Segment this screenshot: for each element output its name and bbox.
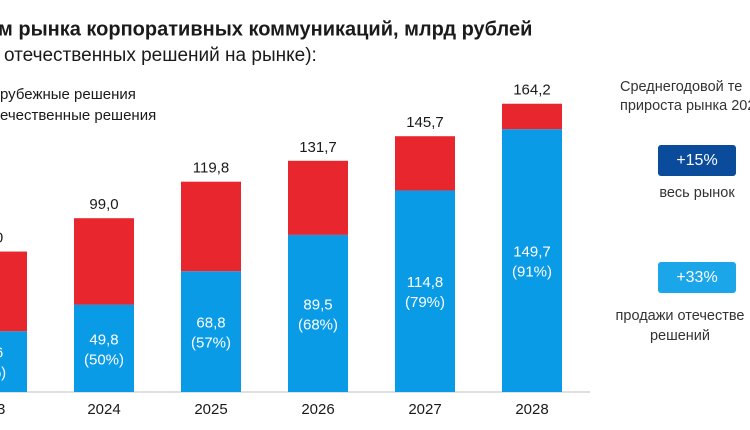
bar-value-label: 149,7 [513,244,551,261]
bar-segment [395,136,455,191]
legend-label: ечественные решения [0,107,156,124]
x-tick-label: 2026 [301,401,334,418]
x-tick-label: 2024 [87,401,120,418]
x-tick-label: 2025 [194,401,227,418]
total-label: 99,0 [89,196,118,213]
chart-title: м рынка корпоративных коммуникаций, млрд… [0,18,532,40]
bar-share-label: (68%) [298,316,338,333]
bar-segment [502,129,562,392]
bar-value-label: 89,5 [303,296,332,313]
bar-segment [181,181,241,272]
bar-segment [395,190,455,392]
badge-caption: решений [650,328,710,344]
x-tick-label: 2028 [515,401,548,418]
badge-caption: продажи отечестве [616,308,745,324]
bar-share-label: (91%) [512,264,552,281]
bar-segment [288,160,348,235]
bar-value-label: 114,8 [407,274,443,291]
x-tick-label: 23 [0,401,5,418]
total-label: 164,2 [513,82,551,99]
bar-segment [74,304,134,392]
x-tick-label: 2027 [408,401,441,418]
bar-segment [0,331,27,392]
badge [658,145,736,176]
bar-value-label: ,6 [0,345,3,362]
bar-segment [74,218,134,305]
bar-share-label: (57%) [191,335,231,352]
legend-label: рубежные решения [0,86,136,103]
bar-share-label: (79%) [405,294,445,311]
total-label: ,0 [0,230,3,247]
bar-value-label: 68,8 [196,315,225,332]
bar-value-label: 49,8 [89,331,118,348]
chart-subtitle: отечественных решений на рынке): [4,45,317,66]
panel-heading: Среднегодовой те [620,79,742,95]
total-label: 131,7 [299,139,337,156]
badge-caption: весь рынок [659,185,735,201]
bar-segment [181,271,241,392]
panel-heading: прироста рынка 2023- [620,98,750,114]
bar-segment [0,251,27,332]
badge-label: +33% [676,269,717,286]
badge [658,262,736,293]
total-label: 119,8 [193,160,229,177]
bar-segment [502,103,562,130]
bar-segment [288,234,348,392]
total-label: 145,7 [406,114,444,131]
badge-label: +15% [676,152,717,169]
bar-share-label: %) [0,365,6,382]
bar-share-label: (50%) [84,351,124,368]
